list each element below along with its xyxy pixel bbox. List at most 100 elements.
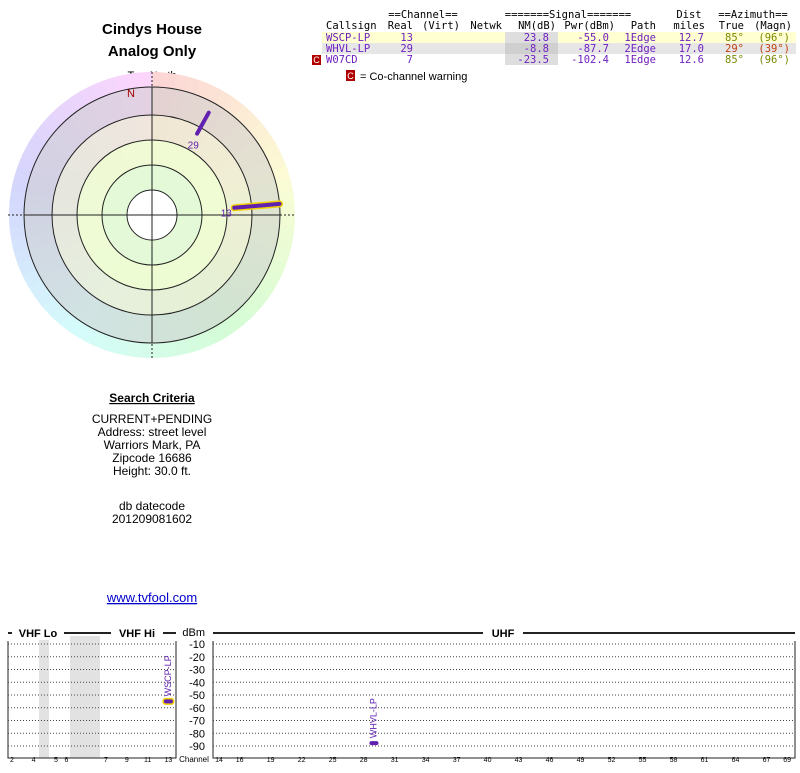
y-tick-label: -50 — [189, 690, 205, 702]
y-tick-label: -10 — [189, 639, 205, 651]
signal-bar — [369, 741, 379, 746]
channel-label: 13 — [165, 757, 173, 764]
column-header: Pwr(dBm) — [564, 20, 615, 32]
north-marker: N — [127, 88, 135, 100]
cell-callsign: W07CD — [326, 54, 358, 66]
site-link[interactable]: www.tvfool.com — [106, 590, 197, 605]
cell-path: 1Edge — [624, 54, 656, 66]
subtitle: Analog Only — [108, 43, 197, 60]
legend-text: = Co-channel warning — [360, 71, 467, 83]
column-header: Netwk — [470, 20, 502, 32]
column-header: True — [719, 20, 744, 32]
x-axis-label: Channel — [179, 755, 209, 764]
cell-callsign: WSCP-LP — [326, 32, 370, 44]
y-tick-label: -80 — [189, 728, 205, 740]
row-bg — [322, 43, 796, 54]
channel-label: 2 — [10, 757, 14, 764]
group-header: =======Signal======= — [505, 9, 631, 21]
nm-cell — [505, 32, 558, 43]
db-value: 201209081602 — [112, 512, 192, 526]
channel-label: 16 — [236, 757, 244, 764]
channel-label: 25 — [329, 757, 337, 764]
cell-nm: -8.8 — [524, 43, 549, 55]
channel-label: 64 — [732, 757, 740, 764]
band-label: VHF Hi — [119, 628, 155, 640]
title: Cindys House — [102, 21, 202, 38]
station-label: 13 — [221, 208, 233, 219]
channel-label: 11 — [144, 757, 151, 764]
cell-pwr: -102.4 — [571, 54, 609, 66]
cell-real: 7 — [407, 54, 413, 66]
cell-pwr: -87.7 — [577, 43, 609, 55]
channel-label: 14 — [215, 757, 223, 764]
spectrum-chart: VHF Lo VHF Hi UHFdBm-10-20-30-40-50-60-70-… — [7, 626, 796, 764]
gray-band — [39, 636, 49, 758]
channel-label: 4 — [32, 757, 36, 764]
y-tick-label: -40 — [189, 677, 205, 689]
row-bg — [322, 54, 796, 65]
channel-label: 43 — [515, 757, 523, 764]
channel-label: 31 — [391, 757, 399, 764]
channel-label: 49 — [577, 757, 585, 764]
nm-cell — [505, 43, 558, 54]
cell-magn: (96°) — [758, 32, 790, 44]
legend-box — [346, 70, 355, 81]
channel-label: 5 — [54, 757, 58, 764]
cell-true: 85° — [725, 54, 744, 66]
column-header: Real — [388, 20, 413, 32]
channel-label: 40 — [484, 757, 492, 764]
cell-path: 2Edge — [624, 43, 656, 55]
cell-true: 85° — [725, 32, 744, 44]
panel-frame — [212, 641, 796, 759]
column-header: Callsign — [326, 20, 377, 32]
channel-label: 55 — [639, 757, 647, 764]
db-label: db datecode — [119, 499, 185, 513]
bar-label: WHVL-LP — [368, 698, 378, 738]
station-table: ==Channel== =======Signal======= Dist ==Azi… — [312, 9, 796, 83]
cell-nm: -23.5 — [517, 54, 549, 66]
warning-box — [312, 55, 321, 65]
station-mark — [232, 201, 282, 210]
column-header: NM(dB) — [518, 20, 556, 32]
label-bg — [483, 626, 523, 640]
channel-label: 52 — [608, 757, 616, 764]
group-header: ==Channel== — [388, 9, 458, 21]
channel-label: 67 — [763, 757, 771, 764]
label-bg — [111, 626, 163, 640]
channel-label: 46 — [546, 757, 554, 764]
criteria-line: Height: 30.0 ft. — [113, 464, 191, 478]
criteria-line: Zipcode 16686 — [112, 451, 192, 465]
nm-cell — [505, 54, 558, 65]
cell-pwr: -55.0 — [577, 32, 609, 44]
band-label: VHF Lo — [19, 628, 58, 640]
y-tick-label: -90 — [189, 741, 205, 753]
cell-magn: (96°) — [758, 54, 790, 66]
cell-miles: 17.0 — [679, 43, 704, 55]
cell-path: 1Edge — [624, 32, 656, 44]
group-header: Dist — [676, 9, 701, 21]
column-header: (Magn) — [754, 20, 792, 32]
channel-label: 28 — [360, 757, 368, 764]
channel-label: 58 — [670, 757, 678, 764]
cell-magn: (39°) — [758, 43, 790, 55]
y-tick-label: -60 — [189, 703, 205, 715]
station-label: 29 — [188, 141, 200, 152]
channel-label: 61 — [701, 757, 709, 764]
panel-frame — [7, 641, 177, 759]
band-label: UHF — [492, 628, 515, 640]
y-tick-label: -20 — [189, 652, 205, 664]
criteria-line: Address: street level — [98, 425, 207, 439]
column-header: Path — [631, 20, 656, 32]
channel-label: 22 — [298, 757, 306, 764]
cell-callsign: WHVL-LP — [326, 43, 370, 55]
column-header: (Virt) — [422, 20, 460, 32]
channel-label: 7 — [104, 757, 108, 764]
warning-mark: C — [313, 55, 320, 65]
legend-mark: C — [347, 71, 354, 81]
y-axis-label: dBm — [182, 627, 205, 639]
criteria-title: Search Criteria — [109, 391, 195, 405]
cell-miles: 12.6 — [679, 54, 704, 66]
y-tick-label: -30 — [189, 665, 205, 677]
